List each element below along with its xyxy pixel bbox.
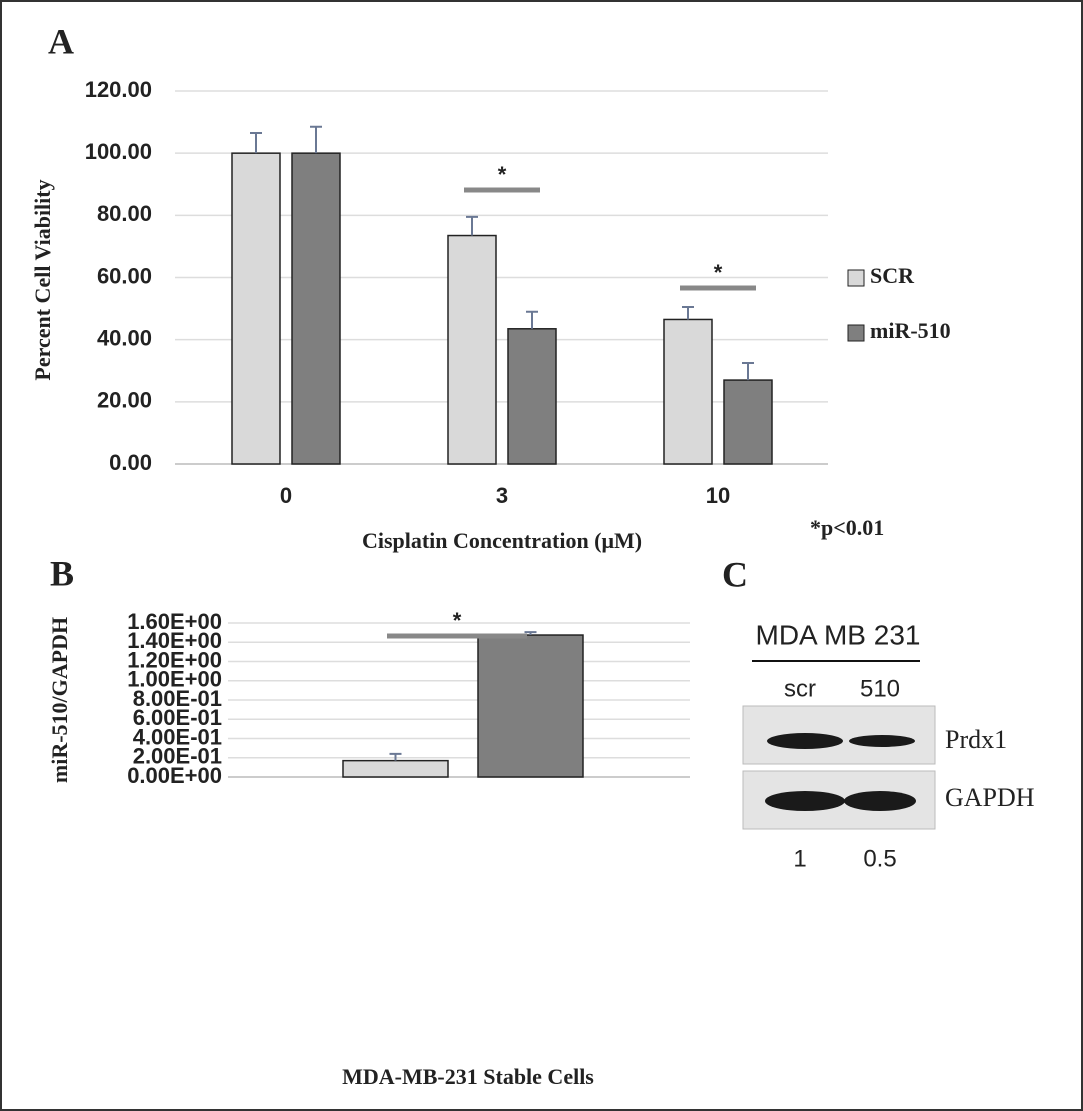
y-tick-label: 40.00 [97,325,152,350]
legend-swatch [848,270,864,286]
blot-title: MDA MB 231 [756,619,921,650]
y-tick-label: 100.00 [85,139,152,164]
significance-mark: * [714,260,723,285]
row-label: Prdx1 [945,725,1007,754]
note: *p<0.01 [810,515,884,540]
band [849,735,915,747]
x-tick-label: 10 [706,483,730,508]
lane-label: 510 [860,675,900,702]
band [844,791,916,811]
legend-label: SCR [870,263,915,288]
legend-label: miR-510 [870,318,951,343]
y-tick-label: 20.00 [97,388,152,413]
y-tick-label: 1.60E+00 [127,609,222,634]
quantification: 1 [793,845,806,872]
y-tick-label: 120.00 [85,77,152,102]
x-tick-label: 0 [280,483,292,508]
y-axis-label: miR-510/GAPDH [47,617,72,783]
band [767,733,843,749]
bar [508,329,556,464]
y-axis-label: Percent Cell Viability [30,179,55,380]
bar [664,319,712,464]
bar [232,153,280,464]
panel-label: A [48,21,74,61]
x-axis-label: Cisplatin Concentration (μM) [362,528,642,553]
frame [1,1,1082,1110]
band [765,791,845,811]
figure: A Cisplatin Concentration (μM) Percent C… [0,0,1083,1111]
bar [724,380,772,464]
bar [292,153,340,464]
blot-strip [743,706,935,764]
bar [478,635,583,777]
bar [343,761,448,777]
lane-label: scr [784,675,816,702]
panel-label: C [722,554,748,594]
y-tick-label: 0.00 [109,450,152,475]
y-tick-label: 80.00 [97,201,152,226]
legend-swatch [848,325,864,341]
x-tick-label: 3 [496,483,508,508]
panel-label: B [50,553,74,593]
y-tick-label: 60.00 [97,263,152,288]
row-label: GAPDH [945,783,1035,812]
significance-mark: * [453,608,462,633]
significance-mark: * [498,162,507,187]
bar [448,236,496,464]
quantification: 0.5 [863,845,896,872]
x-axis-label: MDA-MB-231 Stable Cells [342,1064,594,1089]
